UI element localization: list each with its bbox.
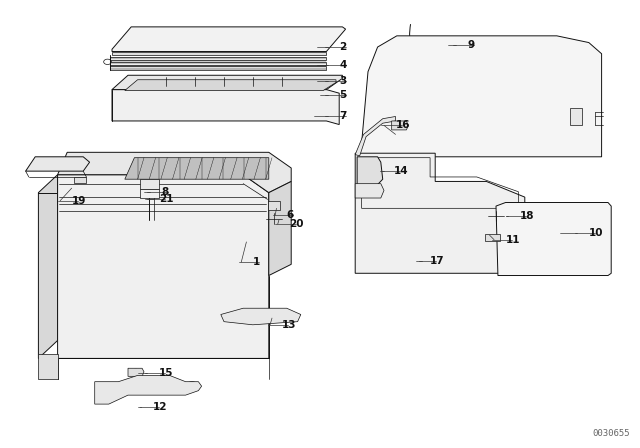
Text: 2: 2: [339, 42, 346, 52]
Polygon shape: [140, 189, 159, 198]
Polygon shape: [268, 201, 280, 210]
Polygon shape: [58, 152, 291, 193]
Polygon shape: [38, 354, 58, 379]
Polygon shape: [140, 179, 159, 189]
Polygon shape: [496, 202, 611, 276]
Text: 12: 12: [152, 402, 167, 412]
Polygon shape: [110, 66, 326, 70]
Text: 15: 15: [159, 368, 173, 378]
Text: 7: 7: [339, 112, 347, 121]
Text: 3: 3: [339, 76, 346, 86]
Polygon shape: [355, 184, 384, 198]
Text: 17: 17: [430, 256, 445, 266]
Polygon shape: [570, 108, 582, 125]
Polygon shape: [110, 62, 326, 65]
Polygon shape: [128, 368, 144, 376]
Text: 20: 20: [289, 219, 304, 229]
Text: 1: 1: [253, 257, 260, 267]
Text: 4: 4: [339, 60, 347, 70]
Text: 9: 9: [467, 40, 474, 50]
Polygon shape: [392, 121, 408, 130]
Polygon shape: [112, 90, 339, 125]
Polygon shape: [355, 153, 525, 273]
Text: 16: 16: [396, 121, 410, 130]
Polygon shape: [125, 80, 336, 90]
Text: 8: 8: [161, 187, 168, 197]
Text: 14: 14: [394, 166, 408, 176]
Polygon shape: [58, 175, 269, 358]
Polygon shape: [112, 27, 346, 52]
Polygon shape: [95, 375, 202, 404]
Polygon shape: [26, 157, 90, 171]
Text: 10: 10: [589, 228, 604, 238]
Polygon shape: [112, 75, 342, 90]
Polygon shape: [38, 175, 58, 358]
Text: 11: 11: [506, 235, 520, 245]
Text: 21: 21: [159, 194, 173, 204]
Text: 19: 19: [72, 196, 86, 206]
Polygon shape: [357, 157, 383, 185]
Polygon shape: [112, 52, 326, 55]
Text: 13: 13: [282, 320, 296, 330]
Polygon shape: [355, 116, 396, 156]
Polygon shape: [110, 57, 326, 60]
Text: 18: 18: [520, 211, 534, 221]
Polygon shape: [221, 308, 301, 325]
Polygon shape: [269, 181, 291, 276]
Text: 0030655: 0030655: [593, 429, 630, 438]
Polygon shape: [485, 234, 500, 241]
Text: 6: 6: [287, 210, 294, 220]
Polygon shape: [125, 158, 269, 179]
Polygon shape: [74, 177, 86, 183]
Text: 5: 5: [339, 90, 346, 100]
Polygon shape: [358, 36, 602, 157]
